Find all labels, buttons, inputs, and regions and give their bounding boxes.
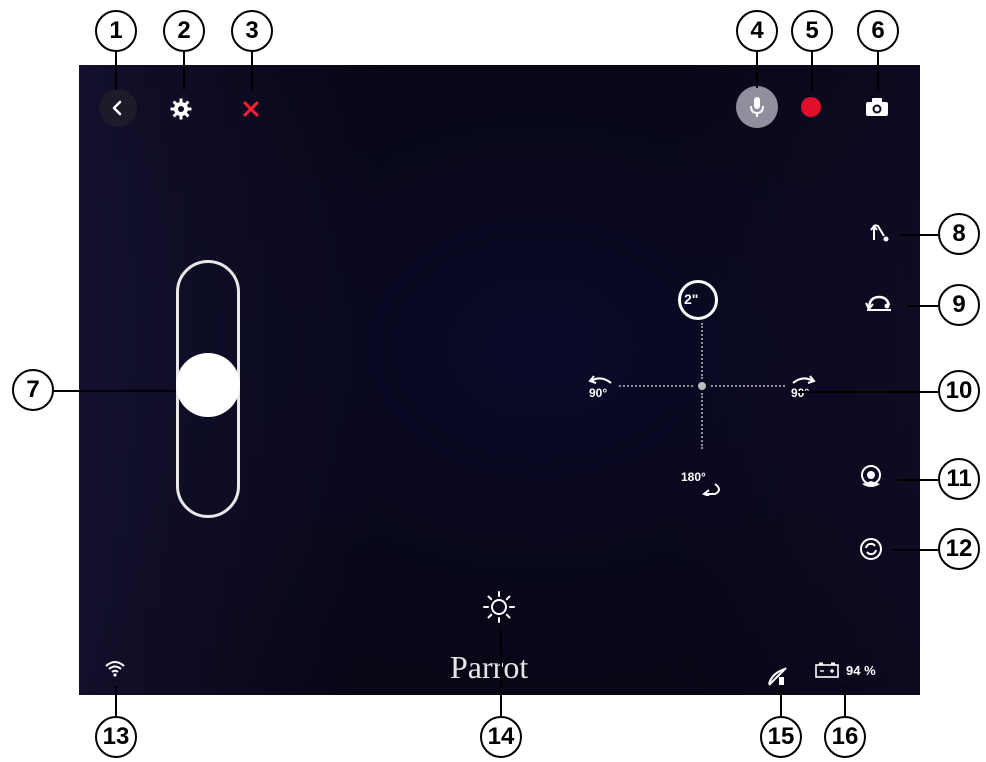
target-button[interactable] [854, 460, 888, 494]
rotate-180-arrow-icon [699, 482, 725, 496]
wifi-icon [104, 659, 126, 677]
camera-icon [864, 96, 890, 118]
settings-button[interactable] [163, 91, 199, 127]
rotate-right-button[interactable]: 90° [787, 373, 823, 403]
control-screen: 2" 90° 90° 180° [79, 65, 920, 695]
leader-line-13 [115, 686, 117, 716]
photo-button[interactable] [859, 89, 895, 125]
callout-9: 9 [938, 284, 980, 326]
leader-line-3 [251, 50, 253, 90]
brightness-icon [482, 590, 516, 624]
brightness-button[interactable] [479, 587, 519, 627]
refresh-icon [859, 537, 883, 561]
battery-icon [815, 662, 839, 678]
leader-line-11 [895, 479, 938, 481]
refresh-button[interactable] [854, 532, 888, 566]
leader-line-10 [798, 391, 938, 393]
leader-line-8 [900, 234, 938, 236]
flip-button[interactable] [861, 287, 897, 321]
throttle-slider[interactable] [176, 260, 240, 518]
callout-8: 8 [938, 213, 980, 255]
leader-line-16 [844, 686, 846, 716]
leader-line-6 [877, 50, 879, 90]
pad-line-vertical-bottom [701, 393, 703, 449]
callout-4: 4 [736, 10, 778, 52]
signal-icon [766, 665, 788, 687]
record-icon [801, 97, 821, 117]
signal-indicator [764, 663, 790, 689]
leader-line-15 [780, 686, 782, 716]
leader-line-9 [908, 305, 938, 307]
callout-13: 13 [95, 716, 137, 758]
microphone-button[interactable] [736, 86, 778, 128]
leader-line-4 [756, 50, 758, 88]
pad-center-dot [698, 382, 706, 390]
rotate-180-button[interactable]: 180° [681, 470, 725, 500]
callout-7: 7 [12, 369, 54, 411]
leader-line-2 [183, 50, 185, 90]
rotate-right-arrow-icon [789, 373, 817, 385]
callout-2: 2 [163, 10, 205, 52]
callout-5: 5 [791, 10, 833, 52]
callout-6: 6 [857, 10, 899, 52]
close-icon [242, 100, 260, 118]
rotate-left-label: 90° [589, 386, 607, 400]
jump-button[interactable] [863, 215, 897, 249]
brand-logo: Parrot [450, 649, 528, 686]
microphone-icon [747, 95, 767, 119]
battery-percent: 94 % [846, 663, 876, 678]
leader-line-14 [500, 629, 502, 716]
flip-icon [865, 293, 893, 315]
rotate-timer-button[interactable]: 2" [678, 280, 718, 320]
pad-line-vertical-top [701, 323, 703, 379]
callout-15: 15 [760, 716, 802, 758]
rotate-right-label: 90° [791, 386, 809, 400]
leader-line-1 [115, 50, 117, 90]
callout-12: 12 [938, 528, 980, 570]
back-button[interactable] [99, 89, 137, 127]
callout-16: 16 [824, 716, 866, 758]
rotate-left-arrow-icon [587, 373, 615, 385]
rotate-timer-label: 2" [684, 291, 698, 307]
callout-10: 10 [938, 370, 980, 412]
target-icon [857, 464, 885, 490]
battery-indicator: 94 % [815, 661, 895, 681]
leader-line-5 [811, 50, 813, 90]
record-button[interactable] [793, 89, 829, 125]
throttle-knob[interactable] [176, 353, 240, 417]
leader-line-12 [893, 549, 938, 551]
gear-icon [169, 97, 193, 121]
rotate-left-button[interactable]: 90° [585, 373, 617, 403]
callout-11: 11 [938, 458, 980, 500]
callout-3: 3 [231, 10, 273, 52]
jump-icon [868, 220, 892, 244]
callout-14: 14 [480, 716, 522, 758]
close-button[interactable] [233, 91, 269, 127]
rotation-pad[interactable]: 2" 90° 90° 180° [579, 265, 829, 505]
pad-line-horizontal-left [619, 385, 693, 387]
callout-1: 1 [95, 10, 137, 52]
back-icon [109, 99, 127, 117]
pad-line-horizontal-right [711, 385, 785, 387]
leader-line-7 [54, 390, 176, 392]
wifi-indicator [104, 657, 126, 679]
